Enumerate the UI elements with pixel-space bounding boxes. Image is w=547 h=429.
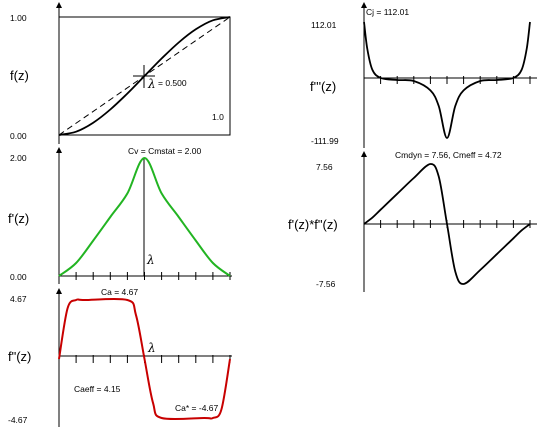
annotation-ca-star: Ca* = -4.67	[175, 403, 219, 413]
y-axis-label: f'(z)*f"(z)	[288, 217, 338, 232]
series-line-jerk	[363, 21, 531, 139]
y-axis-label: f'''(z)	[310, 79, 336, 94]
annotation-cv: Cv = Cmstat = 2.00	[128, 146, 201, 156]
series-line-power	[363, 163, 531, 285]
annotation-cj: Cj = 112.01	[366, 7, 409, 17]
x-axis-ticks	[380, 76, 531, 84]
y-axis-label: f'(z)	[8, 211, 29, 226]
chart-power: 7.56 -7.56 f'(z)*f"(z) Cmdyn = 7.56, Cme…	[288, 150, 537, 292]
ytick-top: 1.00	[10, 13, 27, 23]
chart-jerk: 112.01 -111.99 f'''(z) Cj = 112.01	[310, 2, 537, 148]
lambda-label: λ	[147, 77, 156, 91]
y-axis-arrow	[361, 2, 367, 8]
chart-position: 1.00 0.00 f(z) λ = 0.500 1.0	[10, 2, 231, 144]
annotation-ca: Ca = 4.67	[101, 287, 138, 297]
lambda-label: λ	[146, 253, 155, 267]
ytick-bottom: -111.99	[311, 136, 339, 146]
ytick-bottom: 0.00	[10, 131, 27, 141]
annotation-lambda-value: = 0.500	[158, 78, 187, 88]
annotation-cmdyn: Cmdyn = 7.56, Cmeff = 4.72	[395, 150, 502, 160]
ytick-top: 7.56	[316, 162, 333, 172]
chart-velocity: 2.00 0.00 f'(z) Cv = Cmstat = 2.00 λ	[8, 146, 232, 284]
ytick-top: 4.67	[10, 294, 27, 304]
chart-acceleration: 4.67 -4.67 f"(z) Ca = 4.67 Caeff = 4.15 …	[8, 287, 232, 427]
ytick-top: 112.01	[311, 20, 337, 30]
ytick-bottom: 0.00	[10, 272, 27, 282]
series-line-velocity	[58, 156, 231, 277]
y-axis-label: f"(z)	[8, 349, 31, 364]
ytick-bottom: -7.56	[316, 279, 336, 289]
y-axis-arrow	[56, 288, 62, 294]
y-axis-arrow	[56, 147, 62, 153]
series-line-acceleration	[58, 297, 231, 421]
y-axis-arrow	[361, 151, 367, 157]
ytick-bottom: -4.67	[8, 415, 28, 425]
y-axis-arrow	[56, 2, 62, 8]
y-axis-label: f(z)	[10, 68, 29, 83]
lambda-label: λ	[147, 341, 156, 355]
annotation-caeff: Caeff = 4.15	[74, 384, 121, 394]
series-line-position	[58, 16, 231, 136]
annotation-x-end: 1.0	[212, 112, 224, 122]
x-axis-ticks	[380, 220, 531, 228]
plot-frame	[58, 16, 231, 136]
ytick-top: 2.00	[10, 153, 27, 163]
